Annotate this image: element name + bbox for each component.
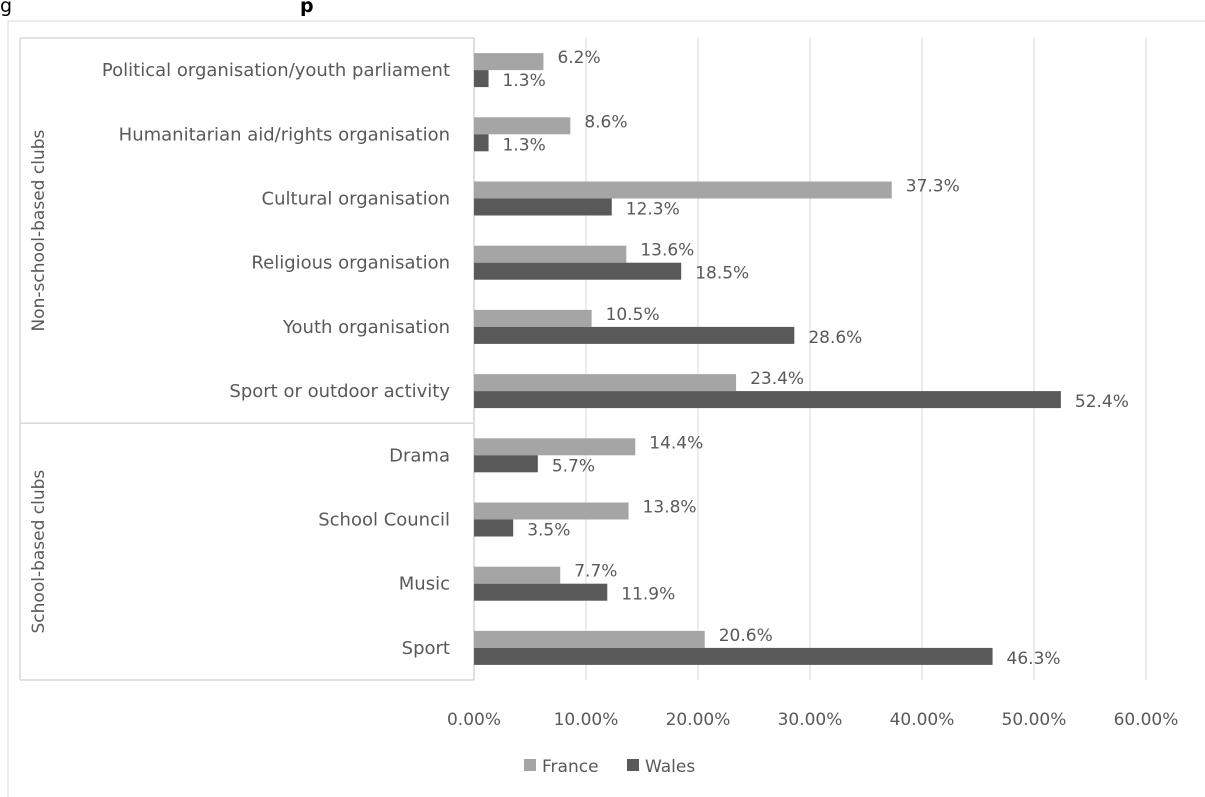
data-label: 7.7% <box>574 562 617 582</box>
bar-france <box>474 630 705 648</box>
bar-france <box>474 117 571 135</box>
category-label: Drama <box>389 445 450 466</box>
bar-wales <box>474 262 682 280</box>
bar-wales <box>474 391 1061 409</box>
x-tick-label: 20.00% <box>666 710 731 730</box>
x-tick-label: 0.00% <box>447 710 501 730</box>
data-label: 11.9% <box>621 585 675 605</box>
bar-france <box>474 566 561 584</box>
x-tick-label: 40.00% <box>890 710 955 730</box>
bar-france <box>474 374 737 392</box>
data-label: 3.5% <box>527 521 570 541</box>
x-tick-label: 10.00% <box>554 710 619 730</box>
bar-wales <box>474 70 489 88</box>
bar-wales <box>474 134 489 152</box>
legend-swatch-wales <box>627 759 639 771</box>
x-axis-ticks: 0.00% 10.00% 20.00% 30.00% 40.00% 50.00% 60.00… <box>447 710 1178 730</box>
bar-france <box>474 502 629 520</box>
data-label: 14.4% <box>649 433 703 453</box>
data-label: 23.4% <box>750 369 804 389</box>
category-label: Music <box>399 574 450 595</box>
data-label: 20.6% <box>719 626 773 646</box>
data-label: 28.6% <box>808 328 862 348</box>
group-label: Non-school-based clubs <box>29 130 49 332</box>
bar-wales <box>474 455 538 473</box>
data-label: 18.5% <box>695 264 749 284</box>
category-axis: Non-school-based clubs School-based clubs… <box>19 37 475 681</box>
legend-label-france: France <box>542 757 599 777</box>
x-tick-label: 50.00% <box>1002 710 1067 730</box>
category-label: Youth organisation <box>282 317 450 338</box>
data-label: 12.3% <box>626 200 680 220</box>
category-label: Sport or outdoor activity <box>229 381 450 402</box>
category-label: School Council <box>318 510 450 531</box>
header-bold: p <box>300 0 314 17</box>
data-label: 5.7% <box>552 456 595 476</box>
bar-france <box>474 53 544 71</box>
bar-france <box>474 309 592 327</box>
bar-france <box>474 245 627 263</box>
legend-label-wales: Wales <box>645 757 695 777</box>
data-label: 8.6% <box>584 112 627 132</box>
bars <box>474 53 1061 665</box>
chart-area-border <box>7 20 1205 797</box>
category-label: Sport <box>402 638 450 659</box>
data-label: 6.2% <box>557 48 600 68</box>
header-prefix: g <box>0 0 12 17</box>
data-label: 52.4% <box>1075 392 1129 412</box>
data-label: 1.3% <box>503 135 546 155</box>
bar-wales <box>474 198 612 216</box>
data-labels: 6.2% 8.6% 37.3% 13.6% 10.5% 23.4% 14.4% 13.8% 7.… <box>503 48 1129 669</box>
category-label: Religious organisation <box>251 253 450 274</box>
bar-wales <box>474 647 993 665</box>
data-label: 13.8% <box>643 498 697 518</box>
x-tick-label: 30.00% <box>778 710 843 730</box>
category-label: Cultural organisation <box>262 189 450 210</box>
bar-wales <box>474 326 795 344</box>
data-label: 10.5% <box>606 305 660 325</box>
gridlines <box>585 38 1147 680</box>
bar-wales <box>474 519 514 537</box>
bar-france <box>474 181 892 199</box>
category-label: Political organisation/youth parliament <box>102 60 450 81</box>
bar-wales <box>474 583 608 601</box>
bar-france <box>474 438 636 456</box>
legend: France Wales <box>524 757 695 777</box>
data-label: 37.3% <box>906 177 960 197</box>
data-label: 1.3% <box>503 71 546 91</box>
data-label: 13.6% <box>640 241 694 261</box>
group-label: School-based clubs <box>29 470 49 634</box>
data-label: 46.3% <box>1007 649 1061 669</box>
x-tick-label: 60.00% <box>1114 710 1179 730</box>
legend-swatch-france <box>524 759 536 771</box>
category-label: Humanitarian aid/rights organisation <box>119 124 450 145</box>
